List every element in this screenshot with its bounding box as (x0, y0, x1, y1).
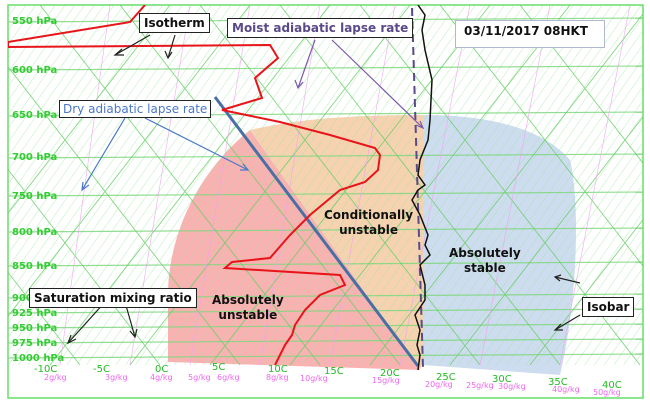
svg-text:650 hPa: 650 hPa (12, 110, 57, 121)
svg-text:-10C: -10C (34, 364, 57, 375)
svg-text:10C: 10C (268, 364, 288, 375)
svg-text:2g/kg: 2g/kg (44, 373, 67, 382)
svg-text:4g/kg: 4g/kg (150, 373, 173, 382)
svg-text:40g/kg: 40g/kg (552, 385, 580, 394)
svg-text:15g/kg: 15g/kg (372, 376, 400, 385)
svg-text:15C: 15C (324, 366, 344, 377)
svg-text:50g/kg: 50g/kg (593, 388, 621, 397)
svg-text:25g/kg: 25g/kg (466, 381, 494, 390)
svg-text:25C: 25C (436, 372, 456, 383)
svg-text:600 hPa: 600 hPa (12, 65, 57, 76)
svg-text:20C: 20C (380, 368, 400, 379)
svg-text:35C: 35C (548, 377, 568, 388)
svg-text:5C: 5C (212, 362, 225, 373)
temperature-profile (8, 5, 382, 366)
isotherm-callout: Isotherm (139, 13, 210, 33)
moist-adiabatic-callout: Moist adiabatic lapse rate (227, 18, 414, 38)
dry-adiabatic-callout: Dry adiabatic lapse rate (59, 100, 212, 118)
svg-text:30g/kg: 30g/kg (498, 382, 526, 391)
svg-text:750 hPa: 750 hPa (12, 191, 57, 202)
dewpoint-profile (411, 5, 433, 371)
svg-text:850 hPa: 850 hPa (12, 261, 57, 272)
callout-arrows (66, 34, 581, 345)
svg-text:950 hPa: 950 hPa (12, 323, 57, 334)
conditionally-unstable-label: Conditionally unstable (324, 208, 414, 237)
svg-text:975 hPa: 975 hPa (12, 338, 57, 349)
absolutely-stable-label: Absolutely stable (449, 246, 521, 275)
mixing-ratio-labels: 2g/kg 3g/kg 4g/kg 5g/kg 6g/kg 8g/kg 10g/… (44, 373, 621, 397)
svg-text:925 hPa: 925 hPa (12, 308, 57, 319)
svg-text:3g/kg: 3g/kg (105, 373, 128, 382)
moist-adiabat-line (411, 7, 424, 369)
saturation-mixing-ratio-callout: Saturation mixing ratio (29, 288, 197, 308)
absolutely-unstable-label: Absolutely unstable (212, 293, 284, 322)
svg-text:8g/kg: 8g/kg (266, 373, 289, 382)
svg-text:20g/kg: 20g/kg (425, 380, 453, 389)
svg-text:550 hPa: 550 hPa (12, 16, 57, 27)
svg-text:1000 hPa: 1000 hPa (12, 353, 64, 364)
svg-text:700 hPa: 700 hPa (12, 152, 57, 163)
svg-text:30C: 30C (492, 374, 512, 385)
svg-text:6g/kg: 6g/kg (217, 373, 240, 382)
svg-text:800 hPa: 800 hPa (12, 227, 57, 238)
dry-adiabat-line (213, 96, 420, 367)
svg-text:10g/kg: 10g/kg (300, 374, 328, 383)
svg-text:5g/kg: 5g/kg (188, 373, 211, 382)
svg-text:40C: 40C (602, 380, 622, 391)
isobar-callout: Isobar (582, 297, 635, 317)
svg-text:0C: 0C (155, 364, 168, 375)
temperature-axis-labels: -10C -5C 0C 5C 10C 15C 20C 25C 30C 35C 4… (34, 362, 622, 391)
title-box: 03/11/2017 08HKT (455, 20, 605, 48)
svg-text:-5C: -5C (93, 364, 110, 375)
